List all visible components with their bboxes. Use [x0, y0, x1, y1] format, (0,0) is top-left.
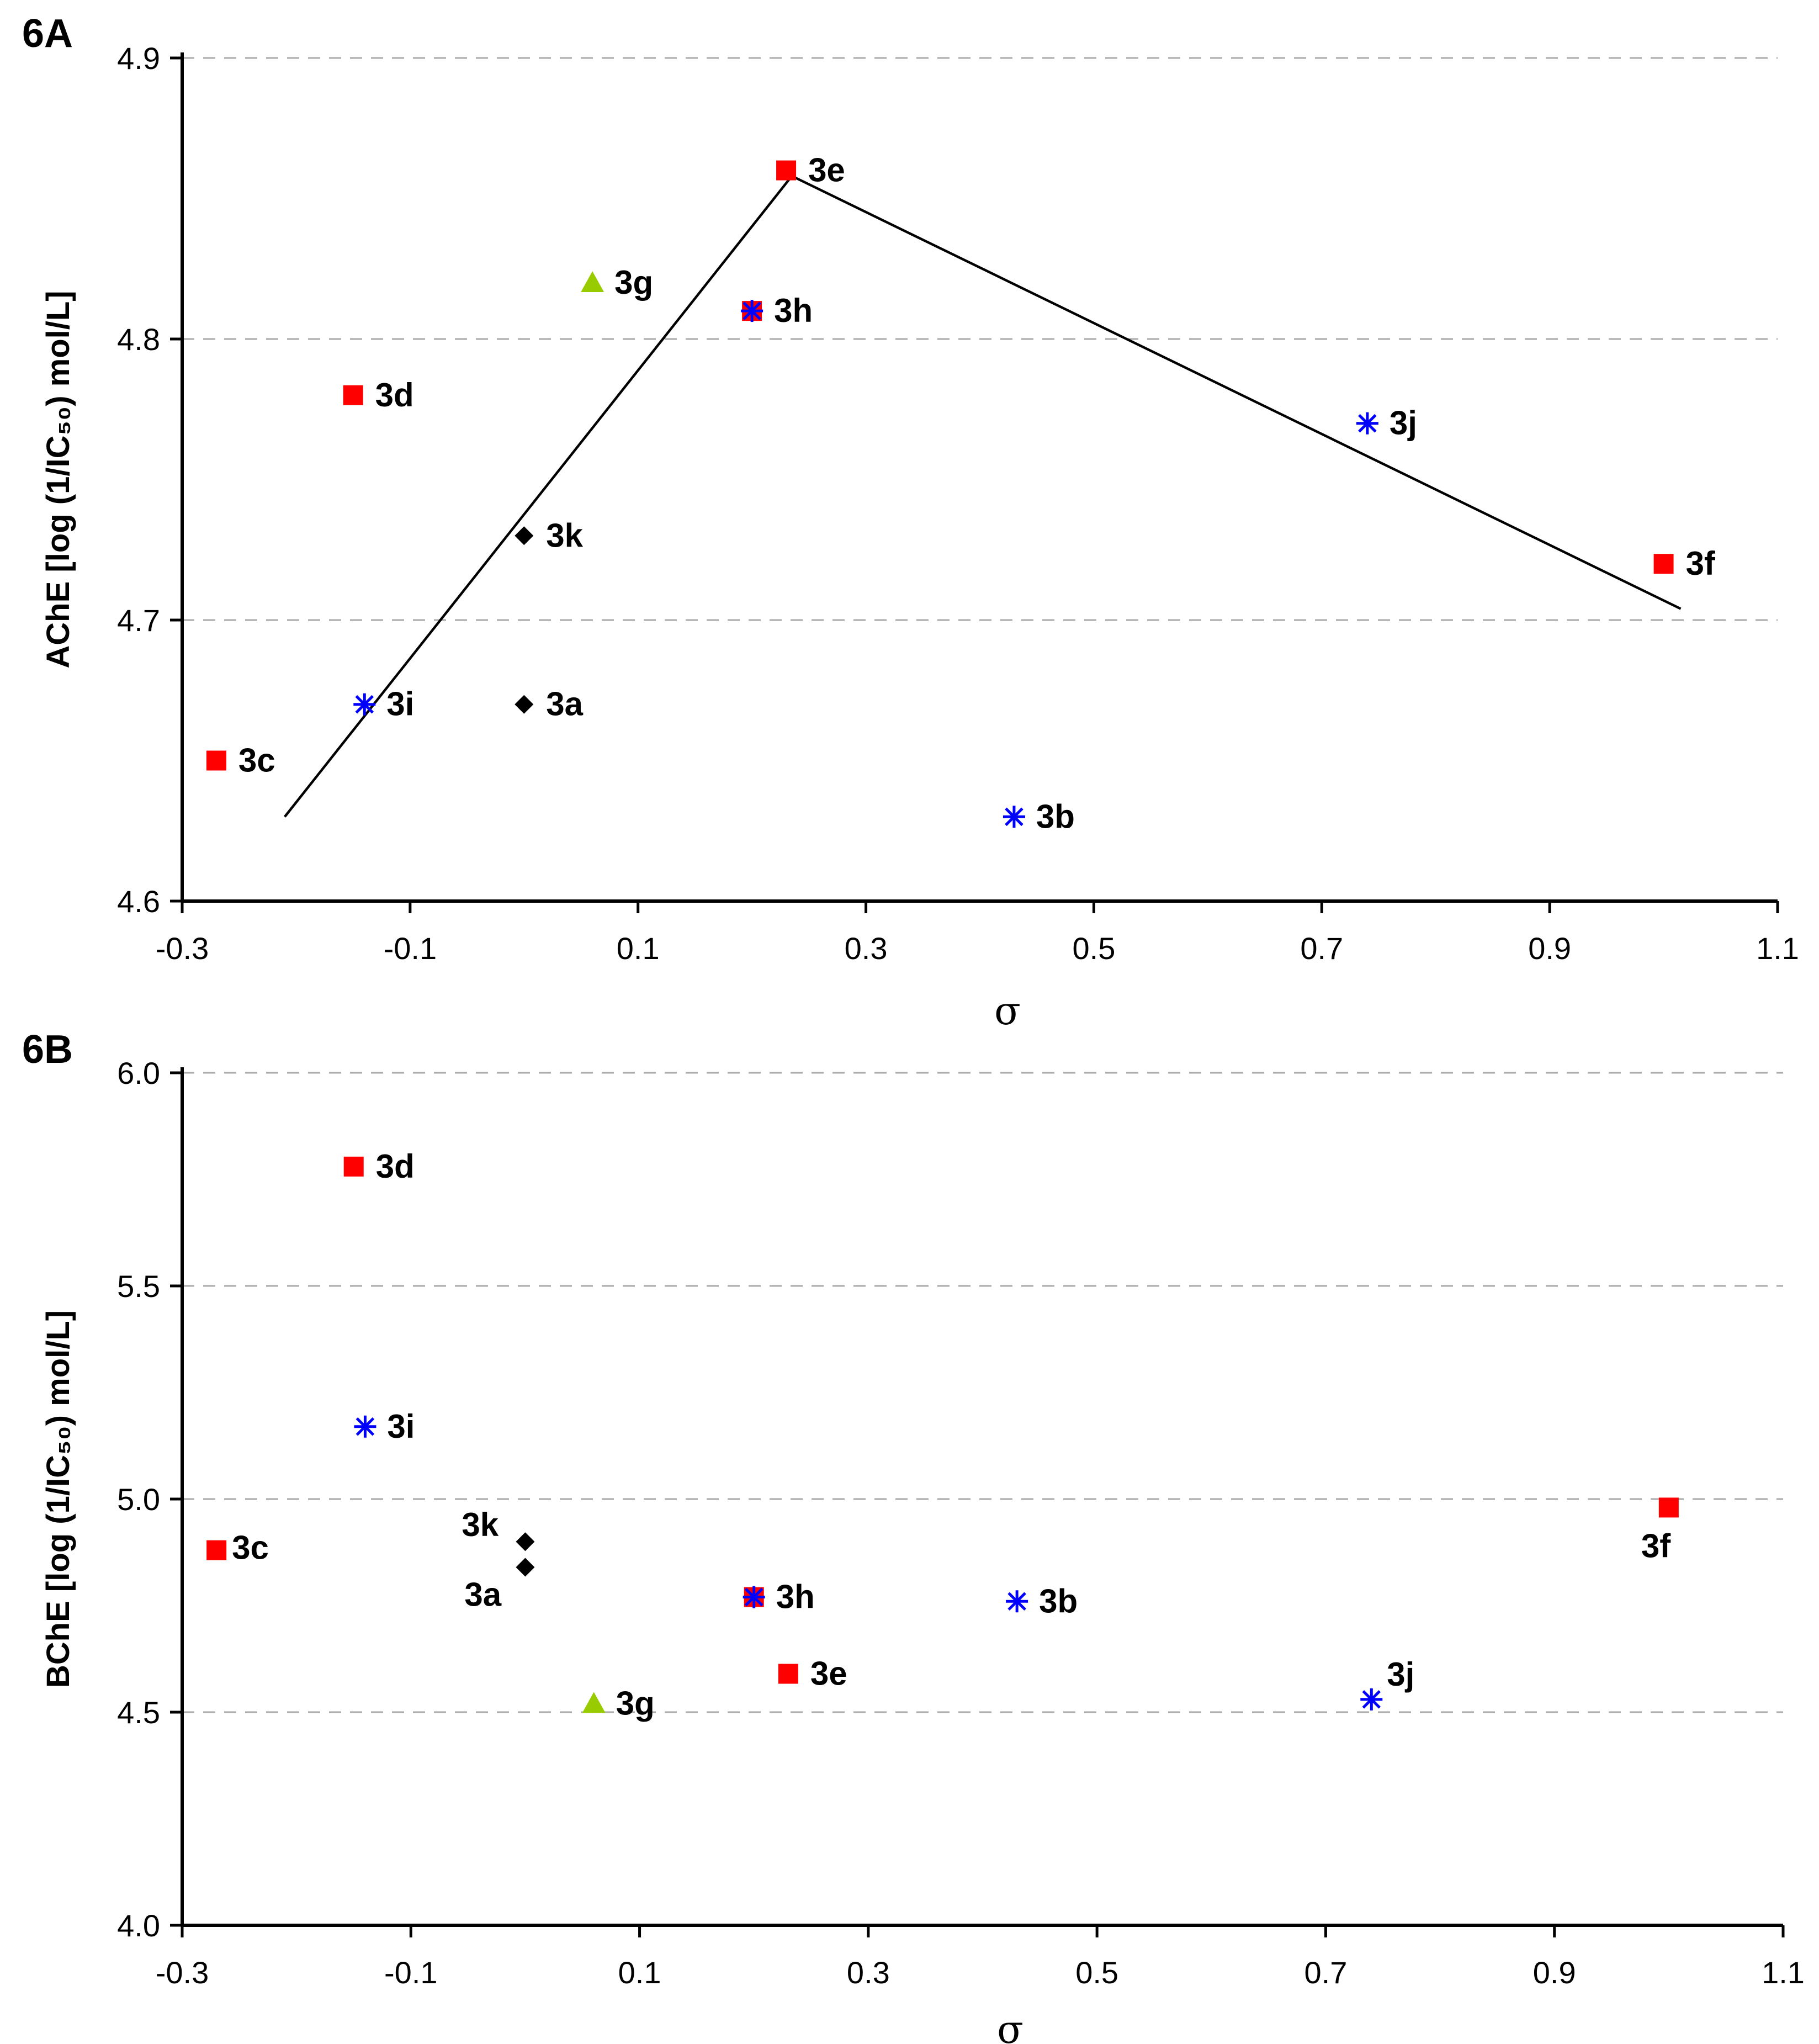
trend-line — [284, 174, 1682, 818]
x-tick-label: -0.3 — [156, 931, 209, 966]
point-3d — [343, 385, 363, 405]
y-tick-label: 4.8 — [117, 322, 160, 357]
point-3a — [516, 1558, 535, 1577]
panel-6b: 6B 4.0 4.5 5.0 5.5 6.0 -0.3 -0.1 0.1 0.3 0.5 0.7 0.9… — [22, 1028, 1805, 2044]
point-3j — [1356, 412, 1378, 435]
point-3g — [581, 271, 604, 292]
y-tick-label: 5.5 — [117, 1269, 160, 1304]
x-tick-label: 0.5 — [1072, 931, 1115, 966]
y-tick-label: 4.6 — [117, 884, 160, 919]
point-label-3f: 3f — [1641, 1527, 1671, 1564]
x-tick-label: -0.1 — [384, 1955, 438, 1990]
y-tick-label: 4.5 — [117, 1695, 160, 1730]
point-3h — [743, 1586, 765, 1608]
y-tick-label: 4.7 — [117, 603, 160, 638]
point-3d — [343, 1156, 364, 1177]
x-tick-label: 0.7 — [1300, 931, 1343, 966]
x-tick-label: 0.1 — [617, 931, 660, 966]
point-3e — [776, 160, 797, 181]
point-3h — [741, 300, 763, 322]
point-label-3a: 3a — [464, 1576, 501, 1613]
point-3g — [582, 1692, 606, 1713]
point-3f — [1658, 1497, 1679, 1518]
point-label-3d: 3d — [376, 1148, 415, 1185]
point-label-3e: 3e — [808, 152, 845, 189]
point-label-3c: 3c — [238, 742, 275, 779]
x-tick-label: 0.9 — [1533, 1955, 1576, 1990]
y-tick-label: 5.0 — [117, 1482, 160, 1517]
x-axis-title: σ — [994, 988, 1021, 1034]
point-label-3j: 3j — [1387, 1656, 1414, 1693]
point-label-3g: 3g — [616, 1685, 655, 1722]
x-tick-label: 0.9 — [1528, 931, 1571, 966]
x-tick-label: 0.5 — [1075, 1955, 1118, 1990]
point-3c — [206, 750, 226, 771]
x-tick-label: 0.1 — [618, 1955, 661, 1990]
y-tick-label: 4.9 — [117, 41, 160, 76]
panel-6a: 6A 4.6 4.7 4.8 4.9 -0.3 -0.1 0.1 0.3 0.5 0.7 0.9 1.1… — [22, 12, 1799, 1034]
point-3f — [1653, 554, 1674, 574]
point-label-3i: 3i — [387, 1408, 415, 1445]
point-3i — [353, 693, 376, 716]
x-tick-label: 0.3 — [845, 931, 888, 966]
point-label-3e: 3e — [810, 1655, 847, 1692]
point-3k — [516, 1532, 535, 1551]
point-label-3k: 3k — [546, 517, 583, 554]
point-label-3i: 3i — [386, 686, 414, 723]
point-3a — [515, 695, 534, 714]
point-label-3k: 3k — [462, 1506, 498, 1543]
x-tick-label: 1.1 — [1756, 931, 1799, 966]
y-tick-label: 4.0 — [117, 1908, 160, 1943]
x-tick-label: 0.7 — [1304, 1955, 1347, 1990]
x-axis-title: σ — [997, 2007, 1023, 2044]
point-label-3h: 3h — [776, 1579, 815, 1616]
point-label-3j: 3j — [1390, 405, 1417, 442]
x-tick-label: 0.3 — [847, 1955, 890, 1990]
point-label-3c: 3c — [232, 1529, 269, 1566]
point-label-3f: 3f — [1686, 545, 1716, 582]
point-label-3g: 3g — [614, 264, 653, 301]
x-tick-label: -0.1 — [384, 931, 437, 966]
point-3b — [1006, 1590, 1028, 1613]
y-axis-title: AChE [log (1/IC₅₀) mol/L] — [40, 290, 76, 668]
point-label-3h: 3h — [774, 292, 813, 329]
panel-label: 6A — [22, 12, 73, 56]
point-3c — [206, 1540, 227, 1560]
x-tick-label: -0.3 — [156, 1955, 209, 1990]
point-3b — [1003, 806, 1025, 828]
point-label-3d: 3d — [375, 377, 414, 414]
point-3i — [354, 1415, 376, 1438]
y-axis-title: BChE [log (1/IC₅₀) mol/L] — [40, 1310, 76, 1688]
point-3e — [778, 1664, 798, 1684]
y-tick-label: 6.0 — [117, 1056, 160, 1090]
point-label-3b: 3b — [1036, 798, 1075, 835]
panel-label: 6B — [22, 1028, 73, 1072]
x-tick-label: 1.1 — [1762, 1955, 1805, 1990]
point-3j — [1360, 1688, 1383, 1711]
point-label-3b: 3b — [1039, 1582, 1078, 1619]
point-label-3a: 3a — [546, 686, 583, 723]
point-3k — [515, 526, 534, 546]
